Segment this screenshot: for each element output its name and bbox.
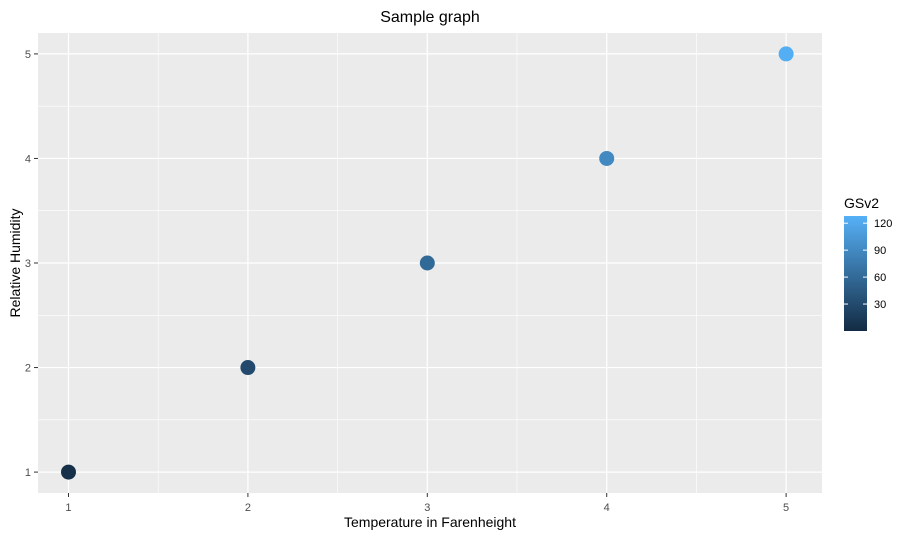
x-tick-label: 5 bbox=[783, 502, 789, 514]
y-axis-ticks: 1 2 3 4 5 bbox=[25, 49, 38, 479]
data-points bbox=[60, 46, 794, 480]
x-axis-ticks: 1 2 3 4 5 bbox=[65, 493, 789, 514]
y-tick-label: 1 bbox=[25, 467, 31, 479]
legend-tick-label: 90 bbox=[874, 245, 886, 257]
legend-ticks: 30 60 90 120 bbox=[844, 218, 892, 311]
legend-tick-label: 60 bbox=[874, 272, 886, 284]
y-tick-label: 2 bbox=[25, 363, 31, 375]
legend-tick-label: 30 bbox=[874, 299, 886, 311]
data-point bbox=[778, 46, 794, 62]
data-point bbox=[419, 255, 435, 271]
data-point bbox=[599, 150, 615, 166]
data-point bbox=[240, 360, 256, 376]
x-tick-label: 3 bbox=[424, 502, 430, 514]
x-tick-label: 2 bbox=[245, 502, 251, 514]
legend-colorbar bbox=[844, 216, 867, 331]
chart-title: Sample graph bbox=[380, 9, 480, 26]
y-tick-label: 5 bbox=[25, 49, 31, 61]
y-tick-label: 4 bbox=[25, 153, 31, 165]
x-axis-title: Temperature in Farenheight bbox=[344, 514, 516, 530]
data-point bbox=[60, 464, 76, 480]
legend-title: GSv2 bbox=[844, 195, 879, 211]
color-legend: GSv2 30 60 90 120 bbox=[844, 195, 892, 331]
legend-tick-label: 120 bbox=[874, 218, 892, 230]
x-tick-label: 1 bbox=[65, 502, 71, 514]
y-tick-label: 3 bbox=[25, 258, 31, 270]
y-axis-title: Relative Humidity bbox=[7, 209, 23, 318]
x-tick-label: 4 bbox=[604, 502, 610, 514]
